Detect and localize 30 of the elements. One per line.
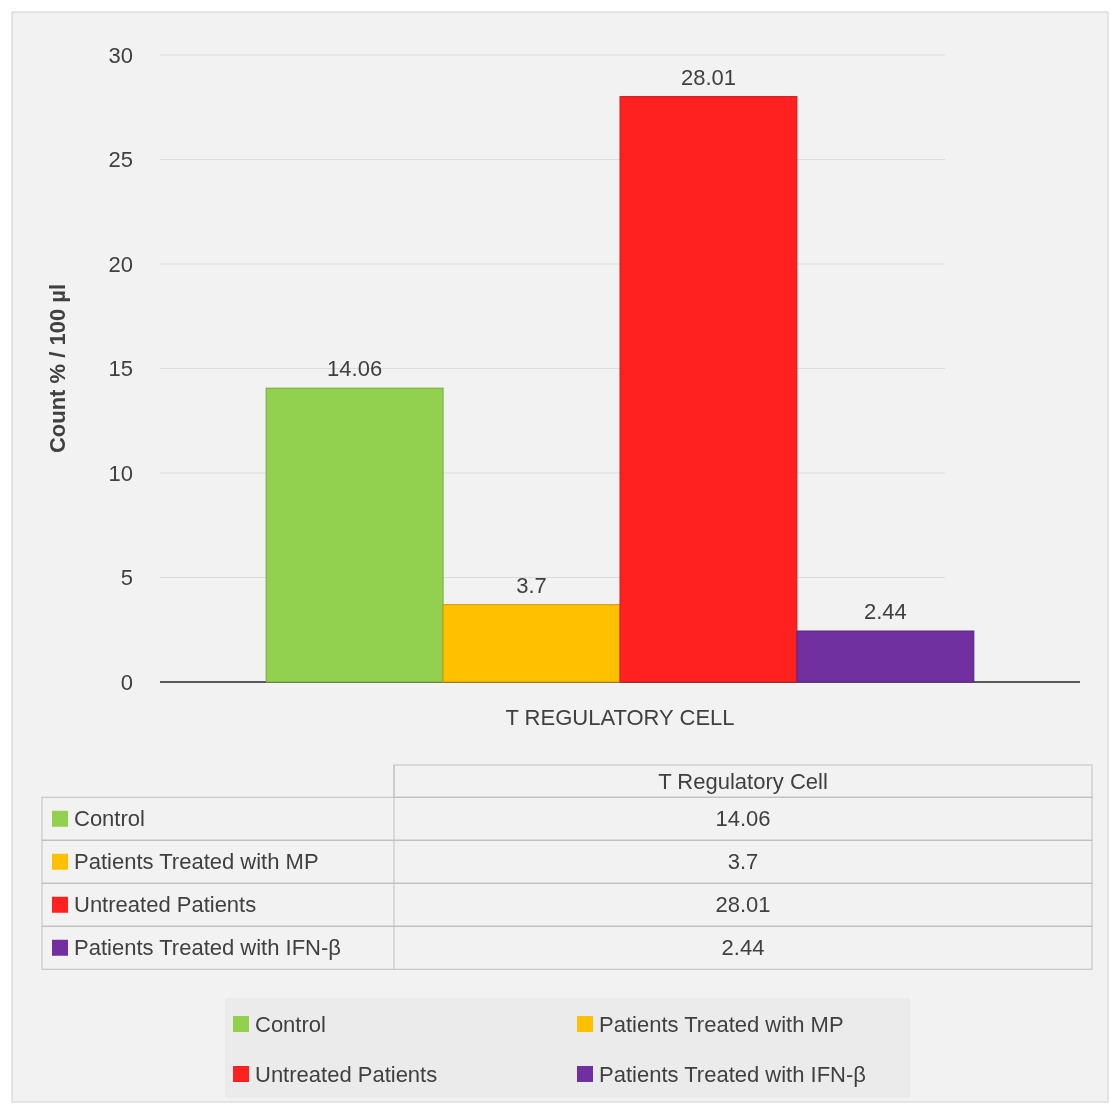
data-label: 28.01 — [680, 64, 736, 90]
y-tick-label: 20 — [108, 251, 133, 277]
bar — [265, 387, 444, 683]
legend-label: Control — [74, 806, 145, 832]
y-tick-label: 5 — [120, 565, 133, 591]
legend-label: Patients Treated with IFN-β — [599, 1061, 866, 1087]
text: 28.01 — [715, 892, 771, 918]
y-tick-label: 25 — [108, 147, 133, 173]
legend-label: Patients Treated with MP — [74, 849, 319, 875]
y-tick-label: 10 — [108, 460, 133, 486]
y-tick-label: 30 — [108, 42, 133, 68]
data-label: 3.7 — [516, 572, 547, 598]
text: 14.06 — [715, 806, 771, 832]
bar — [442, 604, 621, 683]
text: 3.7 — [727, 849, 759, 875]
text: Untreated Patients — [255, 1061, 438, 1087]
bar — [619, 96, 798, 683]
x-tick-label: T REGULATORY CELL — [505, 705, 735, 730]
data-label: 2.44 — [863, 599, 907, 624]
y-tick-label: 15 — [108, 356, 133, 382]
data-label: 14.06 — [327, 356, 383, 382]
bar — [796, 630, 975, 683]
text: 2.44 — [721, 935, 765, 961]
text: Patients Treated with MP — [599, 1011, 844, 1037]
text: T Regulatory Cell — [658, 768, 828, 794]
text: Patients Treated with IFN-β — [74, 935, 341, 961]
y-axis-title: Count % / 100 µl — [45, 283, 70, 454]
text: Control — [255, 1011, 326, 1037]
legend-label: Untreated Patients — [74, 892, 257, 918]
y-tick-label: 0 — [120, 669, 133, 695]
